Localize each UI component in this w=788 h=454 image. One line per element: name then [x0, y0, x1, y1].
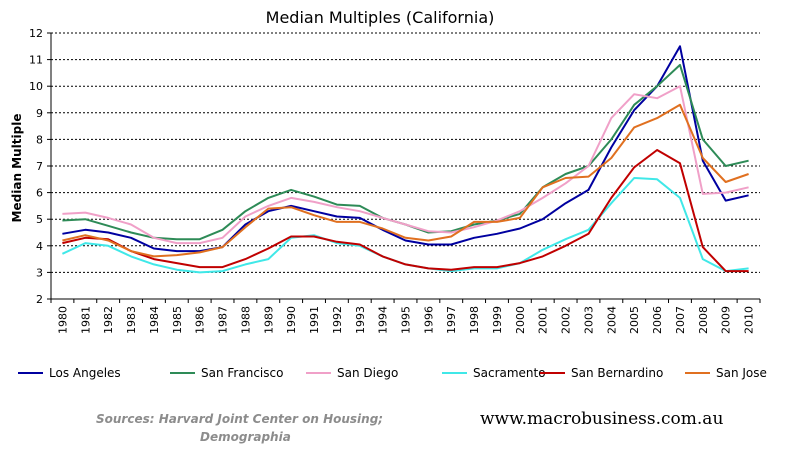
y-tick-label-4: 4 — [36, 240, 43, 253]
x-tick-label-1992: 1992 — [331, 306, 344, 334]
x-tick-label-1986: 1986 — [194, 306, 207, 334]
legend: Los Angeles San Francisco San Diego Sacrame… — [18, 366, 767, 380]
x-tick-label-2007: 2007 — [674, 306, 687, 334]
series-line-san-francisco — [62, 63, 749, 241]
x-tick-label-1985: 1985 — [171, 306, 184, 334]
x-tick-labels: 1980 1981 1982 1983 1984 1985 1986 1987 1988 1989… — [56, 306, 755, 334]
x-tick-label-1982: 1982 — [102, 306, 115, 334]
legend-label-los-angeles: Los Angeles — [49, 366, 121, 380]
y-tick-label-7: 7 — [36, 160, 43, 173]
x-tick-label-1987: 1987 — [217, 306, 230, 334]
x-tick-label-2001: 2001 — [537, 306, 550, 334]
x-tick-label-1989: 1989 — [262, 306, 275, 334]
y-tick-label-5: 5 — [36, 213, 43, 226]
y-tick-label-10: 10 — [29, 80, 43, 93]
x-tick-label-1983: 1983 — [125, 306, 138, 334]
legend-label-san-diego: San Diego — [337, 366, 398, 380]
x-tick-label-1994: 1994 — [377, 306, 390, 334]
series-line-san-jose — [62, 103, 749, 258]
x-tick-label-2003: 2003 — [582, 306, 595, 334]
y-axis-label: Median Multiple — [10, 114, 24, 223]
x-tick-label-1997: 1997 — [445, 306, 458, 334]
y-tick-label-12: 12 — [29, 27, 43, 40]
chart-title: Median Multiples (California) — [266, 8, 495, 27]
x-tick-label-2002: 2002 — [560, 306, 573, 334]
x-tick-label-1993: 1993 — [354, 306, 367, 334]
x-tick-label-1980: 1980 — [56, 306, 69, 334]
x-tick-label-1999: 1999 — [491, 306, 504, 334]
legend-label-sacramento: Sacramento — [473, 366, 546, 380]
axes — [47, 32, 761, 303]
x-tick-label-1990: 1990 — [285, 306, 298, 334]
y-tick-label-6: 6 — [36, 187, 43, 200]
x-tick-label-2008: 2008 — [697, 306, 710, 334]
x-tick-label-1996: 1996 — [422, 306, 435, 334]
x-tick-label-2009: 2009 — [720, 306, 733, 334]
legend-label-san-bernardino: San Bernardino — [571, 366, 663, 380]
x-tick-label-1981: 1981 — [79, 306, 92, 334]
x-tick-label-2010: 2010 — [743, 306, 756, 334]
y-tick-label-9: 9 — [36, 107, 43, 120]
x-tick-label-2005: 2005 — [628, 306, 641, 334]
series-line-san-diego — [62, 85, 749, 245]
sources-line-2: Demographia — [200, 430, 291, 444]
sources-line-1: Sources: Harvard Joint Center on Housing… — [96, 412, 384, 426]
y-tick-label-8: 8 — [36, 133, 43, 146]
series-line-san-bernardino — [62, 149, 749, 273]
legend-label-san-jose: San Jose — [716, 366, 767, 380]
y-tick-label-2: 2 — [36, 293, 43, 306]
website-url: www.macrobusiness.com.au — [480, 409, 724, 429]
x-tick-label-2000: 2000 — [514, 306, 527, 334]
sources-note: Sources: Harvard Joint Center on Housing… — [96, 410, 416, 446]
x-tick-label-2004: 2004 — [605, 306, 618, 334]
series-line-los-angeles — [62, 45, 749, 253]
y-tick-label-11: 11 — [29, 54, 43, 67]
x-tick-label-2006: 2006 — [651, 306, 664, 334]
legend-label-san-francisco: San Francisco — [201, 366, 283, 380]
series-lines — [61, 45, 749, 274]
x-tick-label-1988: 1988 — [239, 306, 252, 334]
x-tick-label-1991: 1991 — [308, 306, 321, 334]
y-tick-label-3: 3 — [36, 266, 43, 279]
x-tick-label-1984: 1984 — [148, 306, 161, 334]
y-tick-labels: 2 3 4 5 6 7 8 9 10 11 12 — [29, 27, 43, 306]
x-tick-label-1995: 1995 — [400, 306, 413, 334]
x-tick-label-1998: 1998 — [468, 306, 481, 334]
